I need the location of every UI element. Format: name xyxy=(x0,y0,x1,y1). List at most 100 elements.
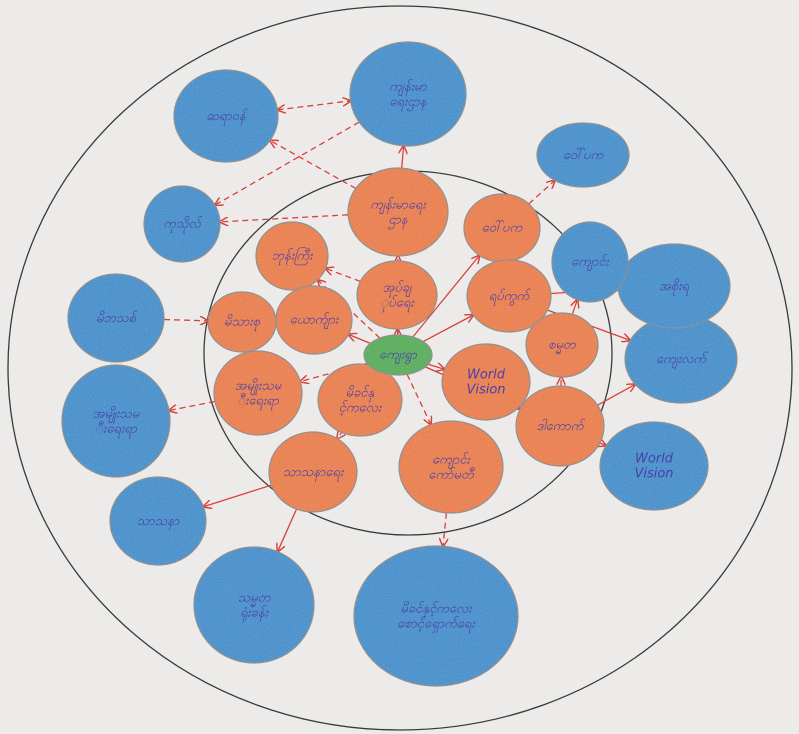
outer-node-o11: အစိုးရ xyxy=(617,243,731,329)
arrow-n13-to-o10 xyxy=(597,384,636,406)
outer-node-label: သမ္မတရုံးခန်း xyxy=(238,591,271,623)
outer-node-o8: မိခင်နှင့်ကလေးစောင့်ရှောက်ရေး xyxy=(353,545,519,687)
outer-node-o7: သမ္မတရုံးခန်း xyxy=(193,546,315,664)
outer-node-o13: ကျောင်း xyxy=(551,221,629,303)
inner-node-n3: အုပ်ချုပ်ရေး xyxy=(356,260,438,330)
outer-node-label: ကျောင်း xyxy=(571,254,610,272)
outer-node-bubble xyxy=(61,364,171,478)
outer-node-bubble xyxy=(143,185,221,263)
arrow-o4-to-n6 xyxy=(163,320,208,321)
inner-node-n5: ရပ်ကွက် xyxy=(466,259,552,333)
arrow-n1-to-o2 xyxy=(402,146,404,169)
outer-ring xyxy=(7,5,793,731)
arrow-n9-to-o5 xyxy=(169,400,216,411)
inner-node-bubble xyxy=(268,431,358,513)
arrow-n1-to-o1 xyxy=(270,141,357,189)
outer-node-bubble xyxy=(67,273,165,363)
inner-node-label: မိသားစု xyxy=(224,314,261,332)
inner-node-n12: ကျောင်းကော်မတီ xyxy=(398,420,504,514)
arrow-n14-to-o7 xyxy=(278,508,298,552)
inner-node-n1: ကျန်းမာရေးဌာန xyxy=(347,167,449,257)
inner-node-n4: ဝေါ်ပက xyxy=(463,193,541,263)
inner-node-n2: ဘုန်းကြီး xyxy=(255,221,329,291)
outer-node-label: ကုသိုလ် xyxy=(163,216,203,234)
inner-node-label: အုပ်ချုပ်ရေး xyxy=(380,280,415,313)
outer-node-label: မိခင်နှင့်ကလေးစောင့်ရှောက်ရေး xyxy=(397,601,476,634)
inner-node-label: သာသနာရေး xyxy=(283,465,345,482)
inner-node-bubble xyxy=(317,363,403,437)
nodes-layer: ဆရာဝန်ကျန်းမာရေးဌာနကုသိုလ်မိဘသစ်အမျိုးသမ… xyxy=(61,41,738,687)
outer-node-o4: မိဘသစ် xyxy=(67,273,165,363)
outer-node-o12: ဝေါ်ပက xyxy=(536,122,630,188)
outer-node-bubble xyxy=(349,41,467,147)
outer-node-label: အမျိုးသမီးရေးရာ xyxy=(93,406,140,439)
outer-node-bubble xyxy=(599,421,709,511)
inner-node-n8: စမ္မတ xyxy=(525,312,599,378)
inner-node-label: World Vision xyxy=(466,368,505,398)
inner-node-n14: သာသနာရေး xyxy=(268,431,358,513)
outer-node-bubble xyxy=(193,546,315,664)
inner-node-label: ရပ်ကွက် xyxy=(489,288,532,306)
outer-node-label: ကျေးလက် xyxy=(656,351,708,369)
inner-node-bubble xyxy=(466,259,552,333)
inner-node-bubble xyxy=(525,312,599,378)
center-node-center: ကျေးရွာ xyxy=(363,334,433,376)
arrow-n4-to-o12 xyxy=(528,180,555,205)
inner-node-n9: အမျိုးသမီးရေးရာ xyxy=(213,350,303,436)
arrow-n3-to-n2 xyxy=(326,268,361,283)
inner-node-label: ဝေါ်ပက xyxy=(482,220,524,236)
outer-node-bubble xyxy=(353,545,519,687)
inner-node-bubble xyxy=(213,350,303,436)
inner-node-n7: ယောက်ျား xyxy=(275,285,353,355)
inner-node-bubble xyxy=(255,221,329,291)
arrow-center-to-n7 xyxy=(348,334,371,345)
outer-node-o1: ဆရာဝန် xyxy=(173,69,279,163)
inner-node-label: ကျောင်းကော်မတီ xyxy=(428,452,475,483)
inner-node-label: ကျန်းမာရေးဌာန xyxy=(370,197,427,230)
outer-node-o3: ကုသိုလ် xyxy=(143,185,221,263)
inner-node-bubble xyxy=(347,167,449,257)
outer-node-label: ဆရာဝန် xyxy=(206,108,248,126)
outer-node-bubble xyxy=(173,69,279,163)
inner-node-n6: မိသားစု xyxy=(207,291,277,353)
outer-node-o5: အမျိုးသမီးရေးရာ xyxy=(61,364,171,478)
outer-node-o6: သာသနာ xyxy=(109,476,207,566)
outer-node-label: မိဘသစ် xyxy=(96,310,138,326)
outer-node-bubble xyxy=(536,122,630,188)
inner-node-label: မိခင်နှင့်ကလေး xyxy=(339,385,383,416)
inner-node-bubble xyxy=(398,420,504,514)
inner-node-label: အမျိုးသမီးရေးရာ xyxy=(235,378,282,411)
arrow-o1-to-o2 xyxy=(278,101,351,110)
outer-node-label: သာသနာ xyxy=(137,514,180,531)
arrow-center-to-n4 xyxy=(412,255,480,338)
outer-node-o10: ကျေးလက် xyxy=(624,314,738,404)
outer-node-label: အစိုးရ xyxy=(659,278,690,296)
inner-node-n11: World Vision xyxy=(441,343,531,421)
outer-node-bubble xyxy=(109,476,207,566)
inner-node-bubble xyxy=(441,343,531,421)
inner-node-n13: ဒါကောက် xyxy=(515,385,605,467)
outer-node-label: ကျန်းမာရေးဌာန xyxy=(389,79,427,112)
arrow-center-to-n5 xyxy=(422,315,473,343)
inner-node-label: ဒါကောက် xyxy=(537,418,586,434)
arrow-n14-to-o6 xyxy=(203,484,272,507)
center-node-bubble xyxy=(363,334,433,376)
inner-node-bubble xyxy=(515,385,605,467)
outer-node-o9: World Vision xyxy=(599,421,709,511)
arrow-n1-to-o3 xyxy=(220,214,349,222)
inner-node-label: ဘုန်းကြီး xyxy=(272,247,314,266)
inner-node-n10: မိခင်နှင့်ကလေး xyxy=(317,363,403,437)
inner-node-bubble xyxy=(356,260,438,330)
inner-node-bubble xyxy=(275,285,353,355)
arrow-n8-to-o13 xyxy=(572,300,577,315)
outer-node-label: World Vision xyxy=(634,452,673,482)
outer-node-label: ဝေါ်ပက xyxy=(563,147,605,163)
arrow-center-to-n11 xyxy=(427,364,444,369)
outer-node-bubble xyxy=(551,221,629,303)
arrow-n13-to-o9 xyxy=(600,443,606,446)
outer-node-o2: ကျန်းမာရေးဌာန xyxy=(349,41,467,147)
arrow-o2-to-o3 xyxy=(215,121,360,205)
center-node-label: ကျေးရွာ xyxy=(379,348,418,365)
